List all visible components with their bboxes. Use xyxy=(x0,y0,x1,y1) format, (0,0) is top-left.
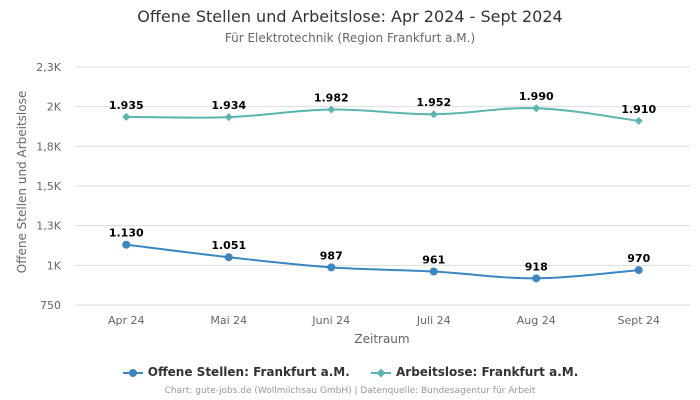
x-tick-label: Juli 24 xyxy=(416,314,451,327)
series-layer: 1.130 1.051 987 961 918 970 1.935 1.934 1.982 1.9… xyxy=(109,90,656,283)
data-point[interactable] xyxy=(327,105,336,114)
data-label: 1.982 xyxy=(314,91,349,104)
legend-label: Offene Stellen: Frankfurt a.M. xyxy=(147,365,350,379)
data-point[interactable] xyxy=(224,113,233,122)
legend-label: Arbeitslose: Frankfurt a.M. xyxy=(395,365,579,379)
line-chart: 750 1K 1,3K 1,5K 1,8K 2K 2,3K Apr 24 Mai 24 Juni… xyxy=(15,61,690,346)
legend: Offene Stellen: Frankfurt a.M. Arbeitslo… xyxy=(0,365,700,379)
data-label: 1.952 xyxy=(416,96,451,109)
x-tick-label: Aug 24 xyxy=(517,314,556,327)
data-point[interactable] xyxy=(429,267,438,276)
data-label: 970 xyxy=(627,252,650,265)
x-tick-label: Mai 24 xyxy=(210,314,247,327)
y-axis-ticks: 750 1K 1,3K 1,5K 1,8K 2K 2,3K xyxy=(36,61,61,312)
data-label: 1.051 xyxy=(211,239,246,252)
data-point[interactable] xyxy=(224,253,233,262)
data-label: 1.934 xyxy=(211,99,246,112)
y-tick-label: 1,3K xyxy=(36,220,61,233)
y-tick-label: 1K xyxy=(47,259,62,272)
series-line xyxy=(126,243,639,280)
x-tick-label: Juni 24 xyxy=(311,314,350,327)
data-point[interactable] xyxy=(634,266,643,275)
data-point[interactable] xyxy=(532,274,541,283)
x-tick-label: Apr 24 xyxy=(108,314,145,327)
data-label: 1.910 xyxy=(621,103,656,116)
y-tick-label: 1,8K xyxy=(36,140,61,153)
data-label: 961 xyxy=(422,254,445,267)
data-point[interactable] xyxy=(122,240,131,249)
y-tick-label: 750 xyxy=(40,299,61,312)
y-tick-label: 1,5K xyxy=(36,180,61,193)
data-label: 1.935 xyxy=(109,99,144,112)
x-axis-label: Zeitraum xyxy=(354,332,409,346)
legend-item-arbeitslose[interactable]: Arbeitslose: Frankfurt a.M. xyxy=(370,365,578,379)
chart-credits[interactable]: Chart: gute-jobs.de (Wollmilchsau GmbH) … xyxy=(164,386,536,396)
legend-item-offene-stellen[interactable]: Offene Stellen: Frankfurt a.M. xyxy=(122,365,350,379)
legend-circle-icon xyxy=(122,368,143,377)
chart-subtitle: Für Elektrotechnik (Region Frankfurt a.M… xyxy=(224,31,476,45)
chart-title: Offene Stellen und Arbeitslose: Apr 2024… xyxy=(137,7,563,26)
data-label: 987 xyxy=(320,249,343,262)
series-line xyxy=(126,107,639,122)
grid-lines xyxy=(75,66,690,306)
x-axis-ticks: Apr 24 Mai 24 Juni 24 Juli 24 Aug 24 Sept 24 xyxy=(108,314,660,327)
data-point[interactable] xyxy=(122,112,131,121)
data-label: 918 xyxy=(525,260,548,273)
data-label: 1.990 xyxy=(519,90,554,103)
y-axis-label: Offene Stellen und Arbeitslose xyxy=(15,91,29,273)
data-point[interactable] xyxy=(327,263,336,272)
y-tick-label: 2K xyxy=(47,101,62,114)
x-tick-label: Sept 24 xyxy=(617,314,660,327)
data-label: 1.130 xyxy=(109,227,144,240)
data-point[interactable] xyxy=(532,104,541,113)
legend-diamond-icon xyxy=(370,368,391,377)
y-tick-label: 2,3K xyxy=(36,61,61,74)
data-point[interactable] xyxy=(429,110,438,119)
data-point[interactable] xyxy=(634,116,643,125)
